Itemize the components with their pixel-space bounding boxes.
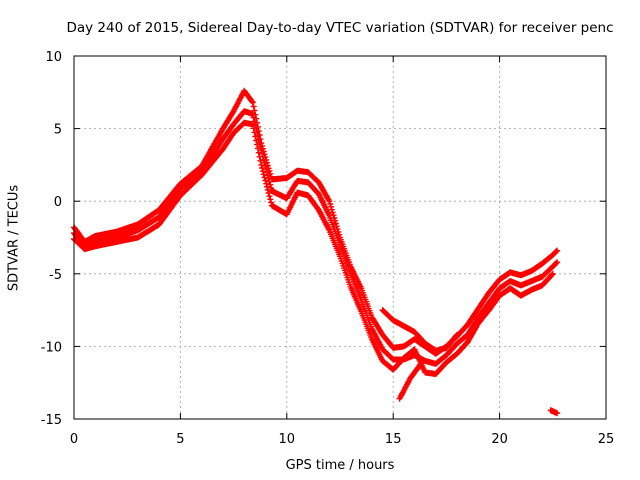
grid-lines xyxy=(74,56,606,419)
chart-title: Day 240 of 2015, Sidereal Day-to-day VTE… xyxy=(66,20,614,36)
y-tick-label: -15 xyxy=(41,413,62,428)
y-tick-label: -10 xyxy=(41,340,62,355)
x-tick-label: 20 xyxy=(491,432,508,447)
data-track xyxy=(547,407,561,417)
x-axis-label: GPS time / hours xyxy=(285,458,395,473)
data-track xyxy=(379,307,460,354)
y-axis-label: SDTVAR / TECUs xyxy=(6,184,22,292)
plot-frame xyxy=(73,55,607,420)
axis-ticks: 0 5 10 15 20 25 -15 -10 -5 0 5 10 xyxy=(41,50,615,447)
data-track xyxy=(71,119,556,377)
x-tick-label: 25 xyxy=(598,432,615,447)
y-tick-label: 5 xyxy=(54,123,62,138)
data-series-sdtvar xyxy=(71,87,561,417)
y-tick-label: -5 xyxy=(49,268,62,283)
y-tick-label: 10 xyxy=(45,50,62,65)
data-track xyxy=(396,360,424,402)
x-tick-label: 10 xyxy=(279,432,296,447)
data-track xyxy=(71,108,561,367)
x-tick-label: 15 xyxy=(385,432,402,447)
x-tick-label: 5 xyxy=(176,432,184,447)
y-tick-label: 0 xyxy=(54,195,62,210)
x-tick-label: 0 xyxy=(70,432,78,447)
